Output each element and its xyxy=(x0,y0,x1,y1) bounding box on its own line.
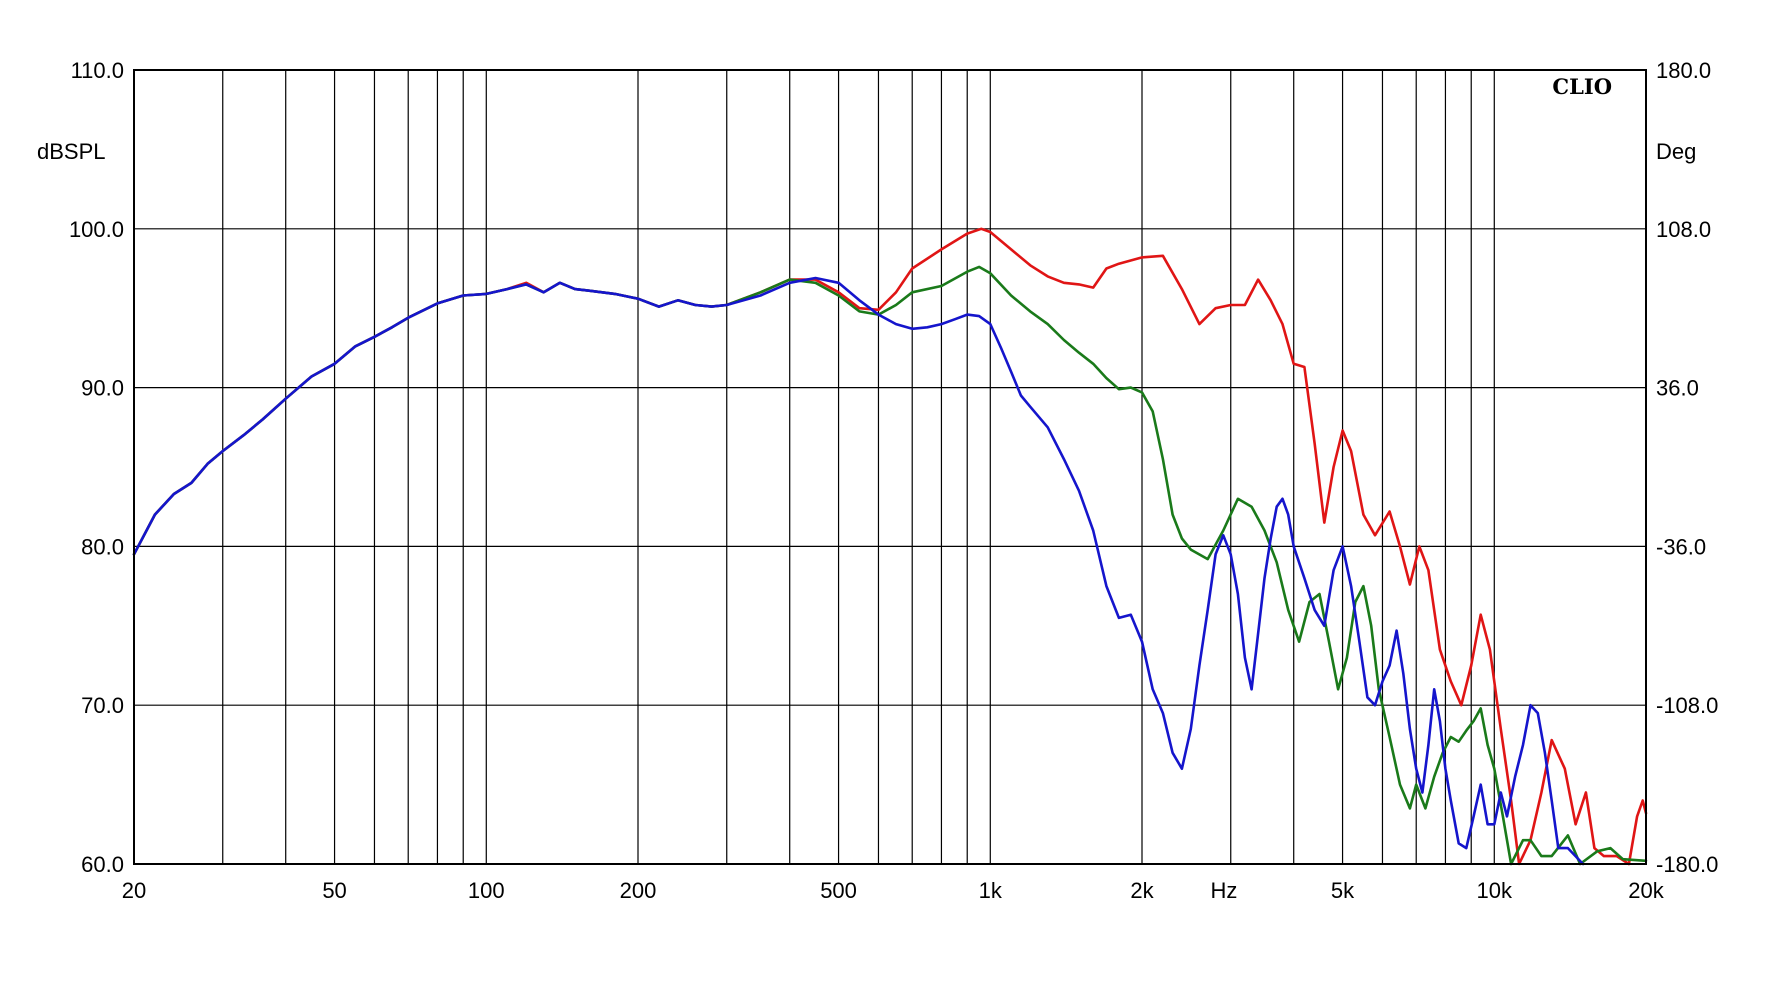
x-tick-label: 500 xyxy=(820,878,857,903)
y-axis-left-label: dBSPL xyxy=(37,139,106,164)
x-axis-label: Hz xyxy=(1211,878,1238,903)
y-tick-label-right: 180.0 xyxy=(1656,58,1711,83)
y-tick-label-left: 80.0 xyxy=(81,534,124,559)
series-group xyxy=(132,227,1648,866)
x-tick-label: 5k xyxy=(1331,878,1355,903)
y-tick-label-left: 100.0 xyxy=(69,217,124,242)
y-tick-label-left: 60.0 xyxy=(81,852,124,877)
x-tick-label: 20 xyxy=(122,878,146,903)
x-tick-label: 50 xyxy=(322,878,346,903)
y-axis-right-label: Deg xyxy=(1656,139,1696,164)
y-tick-label-right: -36.0 xyxy=(1656,534,1706,559)
y-tick-label-right: -108.0 xyxy=(1656,693,1718,718)
y-tick-label-right: 36.0 xyxy=(1656,376,1699,401)
y-tick-label-left: 110.0 xyxy=(71,58,124,83)
x-tick-label: 1k xyxy=(979,878,1003,903)
x-tick-label: 20k xyxy=(1628,878,1664,903)
grid xyxy=(134,69,1646,865)
y-tick-label-left: 70.0 xyxy=(81,693,124,718)
y-tick-label-right: -180.0 xyxy=(1656,852,1718,877)
y-tick-label-left: 90.0 xyxy=(81,376,124,401)
x-tick-label: 10k xyxy=(1477,878,1513,903)
y-tick-label-right: 108.0 xyxy=(1656,217,1711,242)
x-tick-label: 2k xyxy=(1130,878,1154,903)
x-tick-label: 100 xyxy=(468,878,505,903)
brand-label: CLIO xyxy=(1552,74,1612,99)
x-tick-label: 200 xyxy=(620,878,657,903)
series-line xyxy=(132,276,1585,866)
plot-frame xyxy=(133,69,1647,865)
tick-labels: 20 50 100 200 500 1k 2k 5k 10k 20k 60.0 70.0 80.0 90.… xyxy=(69,58,1718,903)
series-line xyxy=(132,265,1648,866)
